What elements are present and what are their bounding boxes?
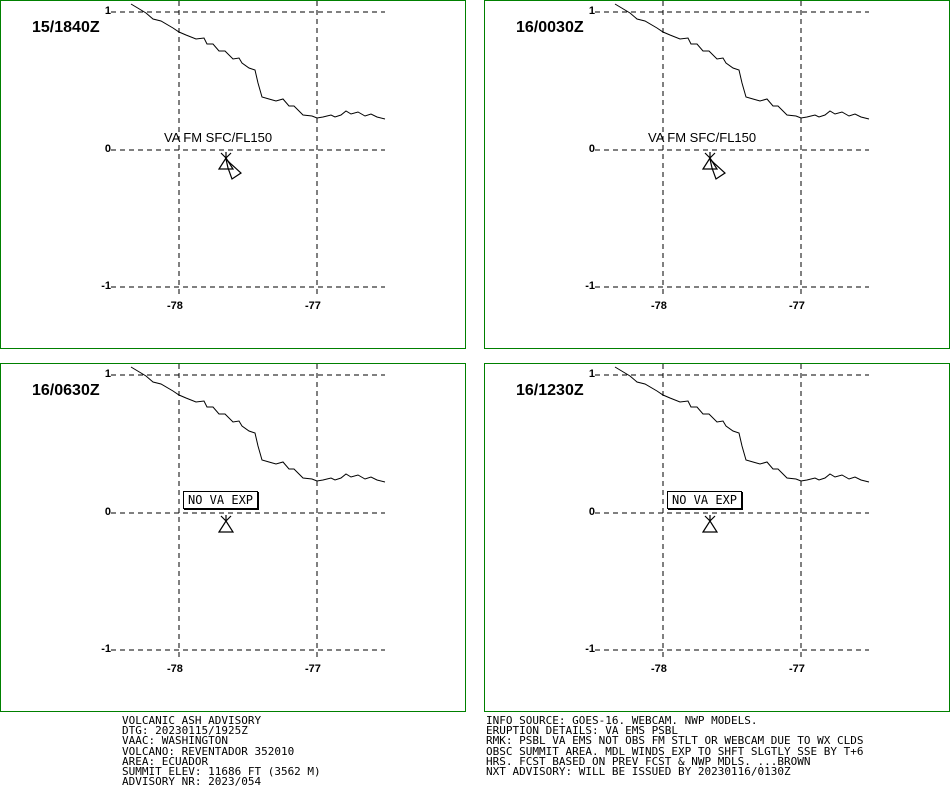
advisory-line: DTG: 20230115/1925Z: [122, 724, 248, 738]
advisory-line: RMK: PSBL VA EMS NOT OBS FM STLT OR WEBC…: [486, 734, 864, 748]
advisory-line: OBSC SUMMIT AREA. MDL WINDS EXP TO SHFT …: [486, 744, 864, 758]
border-line: [614, 366, 870, 483]
latitude-tick-label: 1: [588, 5, 595, 17]
no-ash-label: NO VA EXP: [183, 491, 259, 509]
advisory-line: VOLCANO: REVENTADOR 352010: [122, 744, 295, 758]
advisory-line: NXT ADVISORY: WILL BE ISSUED BY 20230116…: [486, 764, 791, 778]
ash-plume-icon: [708, 157, 726, 180]
longitude-tick-label: -77: [305, 300, 321, 312]
ash-plume-icon: [224, 157, 242, 180]
volcano-icon: [217, 515, 235, 533]
latitude-tick-label: 0: [104, 143, 111, 155]
advisory-info-right: INFO SOURCE: GOES-16. WEBCAM. NWP MODELS…: [486, 714, 864, 778]
map-canvas: [111, 1, 386, 297]
border-line: [614, 3, 870, 120]
advisory-line: ERUPTION DETAILS: VA EMS PSBL: [486, 724, 679, 738]
latitude-tick-label: -1: [101, 280, 111, 292]
latitude-tick-label: -1: [101, 643, 111, 655]
longitude-tick-label: -78: [651, 300, 667, 312]
longitude-tick-label: -78: [651, 663, 667, 675]
forecast-panel: 16/0630Z NO VA EXP 1 0 -1 -78 -77: [0, 363, 466, 712]
advisory-line: VAAC: WASHINGTON: [122, 734, 228, 748]
latitude-tick-label: 1: [104, 5, 111, 17]
forecast-panel: 16/1230Z NO VA EXP 1 0 -1 -78 -77: [484, 363, 950, 712]
map-canvas: [595, 364, 870, 660]
forecast-time: 16/0030Z: [516, 19, 584, 36]
longitude-tick-label: -77: [789, 300, 805, 312]
volcano-icon: [701, 515, 719, 533]
map-canvas: [111, 364, 386, 660]
advisory-line: SUMMIT ELEV: 11686 FT (3562 M): [122, 764, 321, 778]
ash-level-label: VA FM SFC/FL150: [648, 130, 757, 145]
forecast-time: 16/0630Z: [32, 382, 100, 399]
border-line: [130, 366, 386, 483]
border-line: [130, 3, 386, 120]
longitude-tick-label: -78: [167, 300, 183, 312]
ash-level-label: VA FM SFC/FL150: [164, 130, 273, 145]
latitude-tick-label: 1: [588, 368, 595, 380]
forecast-time: 16/1230Z: [516, 382, 584, 399]
advisory-line: HRS. FCST BASED ON PREV FCST & NWP MDLS.…: [486, 754, 811, 768]
latitude-tick-label: -1: [585, 280, 595, 292]
advisory-info-left: VOLCANIC ASH ADVISORY DTG: 20230115/1925Z…: [122, 714, 321, 789]
advisory-line: INFO SOURCE: GOES-16. WEBCAM. NWP MODELS…: [486, 714, 758, 727]
latitude-tick-label: 0: [104, 506, 111, 518]
advisory-line: AREA: ECUADOR: [122, 754, 209, 768]
latitude-tick-label: 0: [588, 506, 595, 518]
advisory-line: VOLCANIC ASH ADVISORY: [122, 714, 262, 727]
map-canvas: [595, 1, 870, 297]
latitude-tick-label: 0: [588, 143, 595, 155]
longitude-tick-label: -77: [305, 663, 321, 675]
no-ash-label: NO VA EXP: [667, 491, 743, 509]
longitude-tick-label: -77: [789, 663, 805, 675]
latitude-tick-label: -1: [585, 643, 595, 655]
forecast-panel: 16/0030Z VA FM SFC/FL150 1 0 -1 -78 -77: [484, 0, 950, 349]
volcano-icon: [701, 152, 719, 170]
longitude-tick-label: -78: [167, 663, 183, 675]
advisory-line: ADVISORY NR: 2023/054: [122, 775, 262, 789]
forecast-time: 15/1840Z: [32, 19, 100, 36]
forecast-panel: 15/1840Z VA FM SFC/FL150 1 0 -1 -78 -77: [0, 0, 466, 349]
volcano-icon: [217, 152, 235, 170]
latitude-tick-label: 1: [104, 368, 111, 380]
